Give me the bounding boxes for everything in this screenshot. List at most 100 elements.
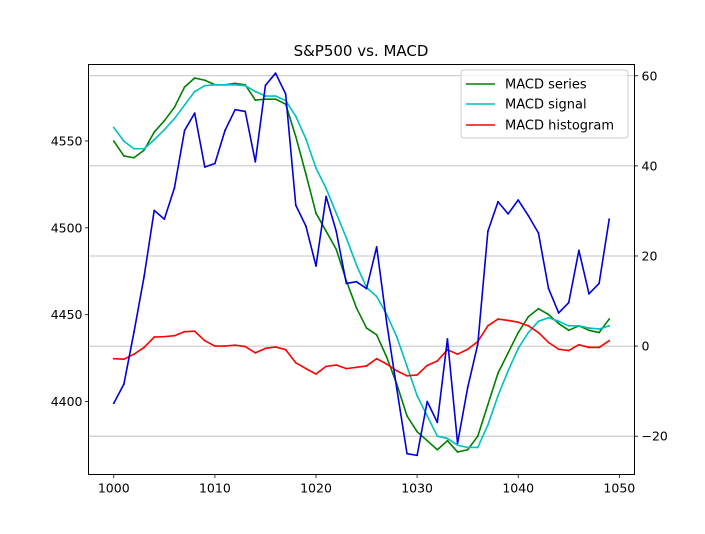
macd-signal-line-point-9 — [203, 84, 206, 87]
price-line-point-44 — [557, 312, 560, 314]
macd-histogram-line-point-34 — [456, 353, 459, 356]
macd-signal-line-point-24 — [355, 264, 358, 266]
macd-histogram-line-point-31 — [426, 364, 429, 367]
macd-series-line-point-22 — [335, 248, 338, 251]
macd-signal-line-point-38 — [497, 394, 499, 397]
macd-histogram-line-point-27 — [385, 363, 388, 366]
macd-histogram-line-point-37 — [486, 324, 489, 327]
macd-signal-line-point-44 — [557, 320, 560, 323]
price-line-point-1 — [122, 383, 125, 386]
macd-signal-line-point-32 — [436, 435, 439, 438]
macd-series-line-point-26 — [375, 333, 378, 336]
price-line-point-45 — [567, 301, 570, 304]
macd-histogram-line-point-30 — [416, 374, 419, 376]
grid-lines — [88, 75, 635, 437]
price-line-point-40 — [517, 199, 520, 201]
macd-histogram-line-point-15 — [264, 347, 267, 350]
y-axis-left: 4400 4450 4500 4550 — [51, 133, 89, 409]
price-line-point-39 — [507, 213, 510, 215]
price-line-point-37 — [486, 230, 489, 233]
y-right-tick-label-3: 40 — [642, 158, 658, 173]
macd-series-line-point-0 — [112, 140, 115, 142]
price-line-point-12 — [234, 108, 237, 111]
macd-signal-line-point-35 — [466, 446, 469, 449]
price-line-point-8 — [193, 112, 196, 115]
macd-signal-line-point-3 — [143, 147, 146, 150]
price-line-point-35 — [466, 386, 469, 389]
macd-series-line-point-16 — [274, 98, 277, 101]
macd-histogram-line-point-42 — [537, 331, 540, 334]
macd-signal-line-point-19 — [304, 137, 307, 140]
macd-histogram-line-point-4 — [153, 336, 156, 338]
macd-histogram-line-point-17 — [284, 348, 287, 351]
x-tick-label-2: 1020 — [300, 481, 332, 496]
macd-signal-line-point-20 — [315, 167, 317, 170]
macd-series-line-point-48 — [598, 331, 601, 334]
macd-series-line-point-1 — [122, 155, 125, 157]
x-tick-label-5: 1050 — [603, 481, 635, 496]
price-line-point-43 — [547, 287, 550, 290]
macd-series-line-point-8 — [193, 77, 196, 79]
macd-histogram-line-point-43 — [547, 341, 550, 344]
macd-series-line-point-9 — [203, 79, 206, 82]
macd-signal-line-point-42 — [537, 320, 540, 323]
chart-title: S&P500 vs. MACD — [294, 42, 429, 60]
price-line-point-19 — [304, 225, 307, 227]
macd-series-line-point-40 — [517, 331, 520, 334]
price-line-point-25 — [365, 287, 368, 290]
macd-series-line-point-41 — [527, 315, 530, 318]
macd-signal-line-point-43 — [547, 316, 550, 319]
macd-histogram-line-point-23 — [345, 367, 348, 370]
macd-histogram-line-point-25 — [365, 365, 368, 367]
y-right-tick-label-2: 20 — [642, 248, 658, 263]
macd-signal-line-point-49 — [608, 324, 611, 327]
y-left-tick-label-0: 4400 — [51, 394, 83, 409]
macd-histogram-line-point-11 — [224, 345, 226, 347]
price-line-point-11 — [224, 129, 226, 132]
price-line-point-20 — [315, 265, 317, 267]
macd-histogram-line-point-13 — [244, 345, 247, 348]
price-line-point-28 — [395, 388, 398, 391]
price-line-point-46 — [577, 249, 580, 252]
price-line-point-23 — [345, 282, 348, 285]
price-line-point-9 — [203, 166, 206, 168]
price-line-point-42 — [537, 232, 540, 234]
price-line-point-47 — [588, 292, 590, 295]
y-left-tick-label-1: 4450 — [51, 307, 83, 322]
y-left-tick-label-3: 4550 — [51, 133, 83, 148]
macd-series-line-point-15 — [264, 98, 267, 101]
macd-series-line-point-24 — [355, 306, 358, 309]
macd-signal-line-point-8 — [193, 90, 196, 93]
macd-signal-line-point-14 — [254, 90, 257, 93]
macd-signal-line-point-36 — [476, 446, 479, 449]
macd-signal-line-point-16 — [274, 95, 277, 97]
macd-series-line-point-4 — [153, 131, 156, 133]
price-line-point-31 — [426, 400, 429, 403]
macd-signal-line-point-15 — [264, 95, 267, 97]
macd-series-line-point-27 — [385, 356, 388, 359]
x-tick-label-3: 1030 — [401, 481, 433, 496]
macd-histogram-line-point-1 — [122, 358, 125, 361]
macd-signal-line-point-21 — [325, 187, 328, 190]
macd-series-line-point-43 — [547, 313, 550, 316]
macd-signal-line-point-28 — [395, 336, 398, 338]
macd-histogram-line-point-22 — [335, 364, 338, 366]
y-right-tick-label-1: 0 — [642, 339, 650, 354]
macd-signal-line-point-39 — [507, 369, 510, 372]
macd-series-line-point-44 — [557, 322, 560, 325]
macd-signal-line-point-33 — [446, 437, 449, 440]
price-line-point-3 — [143, 275, 146, 278]
macd-series-line-point-18 — [294, 135, 297, 138]
macd-series-line-point-31 — [426, 439, 429, 442]
macd-series-line-point-36 — [476, 435, 479, 438]
macd-histogram-line-point-24 — [355, 366, 358, 369]
macd-histogram-line-point-9 — [203, 339, 206, 342]
macd-signal-line-point-40 — [517, 347, 520, 350]
macd-series-line-point-30 — [416, 430, 419, 433]
macd-histogram-line-point-19 — [304, 367, 307, 370]
macd-histogram-line-point-45 — [567, 349, 570, 352]
macd-series-line-point-19 — [304, 173, 307, 175]
price-line-point-24 — [355, 280, 358, 283]
macd-signal-line-point-26 — [375, 295, 378, 298]
